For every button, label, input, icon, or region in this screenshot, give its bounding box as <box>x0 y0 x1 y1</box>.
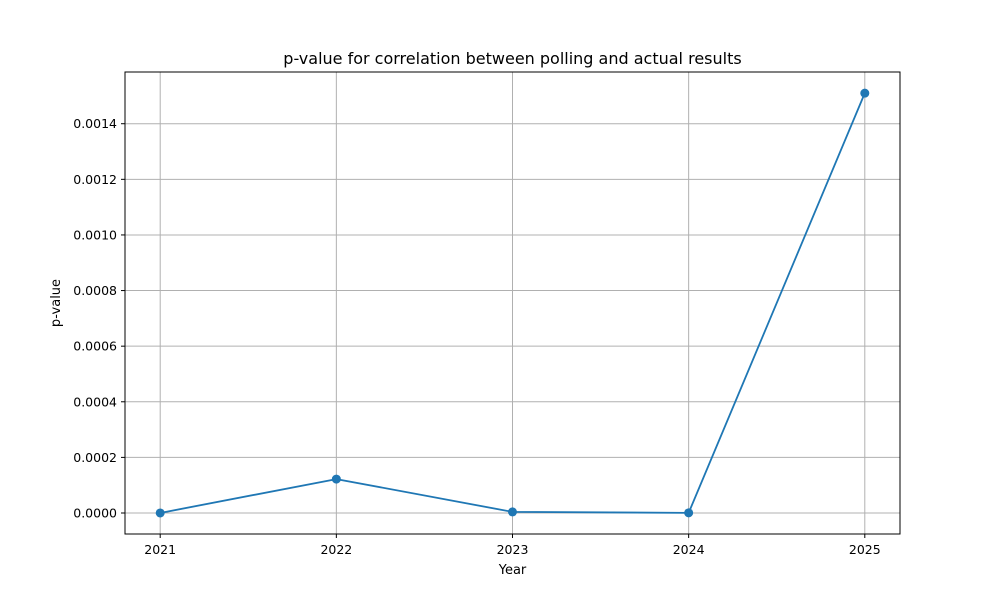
x-tick-label: 2025 <box>849 542 881 557</box>
data-point-marker <box>331 474 341 484</box>
y-tick-label: 0.0012 <box>73 172 117 187</box>
data-point-marker <box>860 88 870 98</box>
plot-area-frame <box>124 71 901 535</box>
y-tick-label: 0.0006 <box>73 339 117 354</box>
y-tick-label: 0.0014 <box>73 116 117 131</box>
y-tick-label: 0.0008 <box>73 283 117 298</box>
data-point-marker <box>155 508 165 518</box>
y-tick-label: 0.0000 <box>73 506 117 521</box>
x-axis-label: Year <box>498 563 527 578</box>
x-tick-label: 2021 <box>144 542 176 557</box>
y-tick-label: 0.0002 <box>73 450 117 465</box>
data-point-marker <box>508 507 517 517</box>
axis-ticks: 2021 2022 2023 2024 2025 0.0000 0.0002 0.0004 0.… <box>73 116 880 557</box>
y-tick-label: 0.0010 <box>73 227 117 242</box>
chart-title: p-value for correlation between polling … <box>283 49 741 68</box>
x-tick-label: 2023 <box>497 542 529 557</box>
y-tick-label: 0.0004 <box>73 394 117 409</box>
x-tick-label: 2024 <box>673 542 705 557</box>
data-series <box>155 88 870 518</box>
y-axis-label: p-value <box>49 279 64 327</box>
grid-lines <box>125 72 900 534</box>
data-point-marker <box>684 508 694 518</box>
x-tick-label: 2022 <box>320 542 352 557</box>
